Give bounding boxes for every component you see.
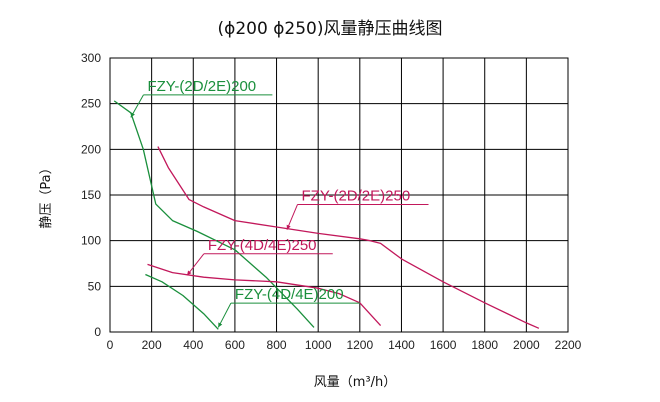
series (113, 100, 540, 330)
series-line-2 (147, 263, 382, 327)
series-line-0 (113, 100, 315, 328)
series-leader-arrow-2 (187, 270, 192, 276)
series-line-1 (157, 146, 540, 329)
x-tick-label: 2200 (555, 338, 582, 352)
x-tick-label: 1200 (346, 338, 373, 352)
tick-labels: 0 200 400 600 800 1000 1200 1400 1600 1800 2000 220… (81, 51, 582, 352)
series-label-0: FZY-(2D/2E)200 (147, 78, 256, 95)
x-tick-label: 1600 (430, 338, 457, 352)
series-line-3 (145, 273, 219, 330)
x-tick-label: 200 (142, 338, 162, 352)
x-tick-label: 1800 (471, 338, 498, 352)
series-leader-2 (186, 253, 205, 276)
y-tick-label: 0 (94, 325, 101, 339)
series-leader-arrow-0 (130, 112, 135, 118)
x-tick-label: 1000 (305, 338, 332, 352)
chart-title: (ϕ200 ϕ250)风量静压曲线图 (218, 19, 443, 39)
y-tick-label: 50 (88, 279, 102, 293)
y-tick-label: 100 (81, 234, 101, 248)
y-tick-label: 300 (81, 51, 101, 65)
series-leader-arrow-3 (218, 322, 223, 328)
x-tick-label: 0 (107, 338, 114, 352)
series-label-1: FZY-(2D/2E)250 (302, 187, 411, 204)
series-leader-arrow-1 (286, 224, 291, 230)
series-label-2: FZY-(4D/4E)250 (208, 237, 317, 254)
series-leader-3 (217, 302, 232, 328)
y-tick-label: 150 (81, 188, 101, 202)
y-tick-label: 250 (81, 97, 101, 111)
series-labels: FZY-(2D/2E)200 FZY-(2D/2E)250 FZY-(4D/4E)2… (130, 78, 429, 328)
y-axis-label: 静压（Pa） (39, 161, 54, 228)
series-leader-1 (286, 204, 298, 230)
x-tick-label: 2000 (513, 338, 540, 352)
x-tick-label: 1400 (388, 338, 415, 352)
series-label-3: FZY-(4D/4E)200 (235, 286, 344, 303)
x-tick-label: 400 (183, 338, 203, 352)
x-axis-label: 风量（m³/h） (314, 375, 397, 390)
y-tick-label: 200 (81, 142, 101, 156)
x-tick-label: 800 (267, 338, 287, 352)
x-tick-label: 600 (225, 338, 245, 352)
